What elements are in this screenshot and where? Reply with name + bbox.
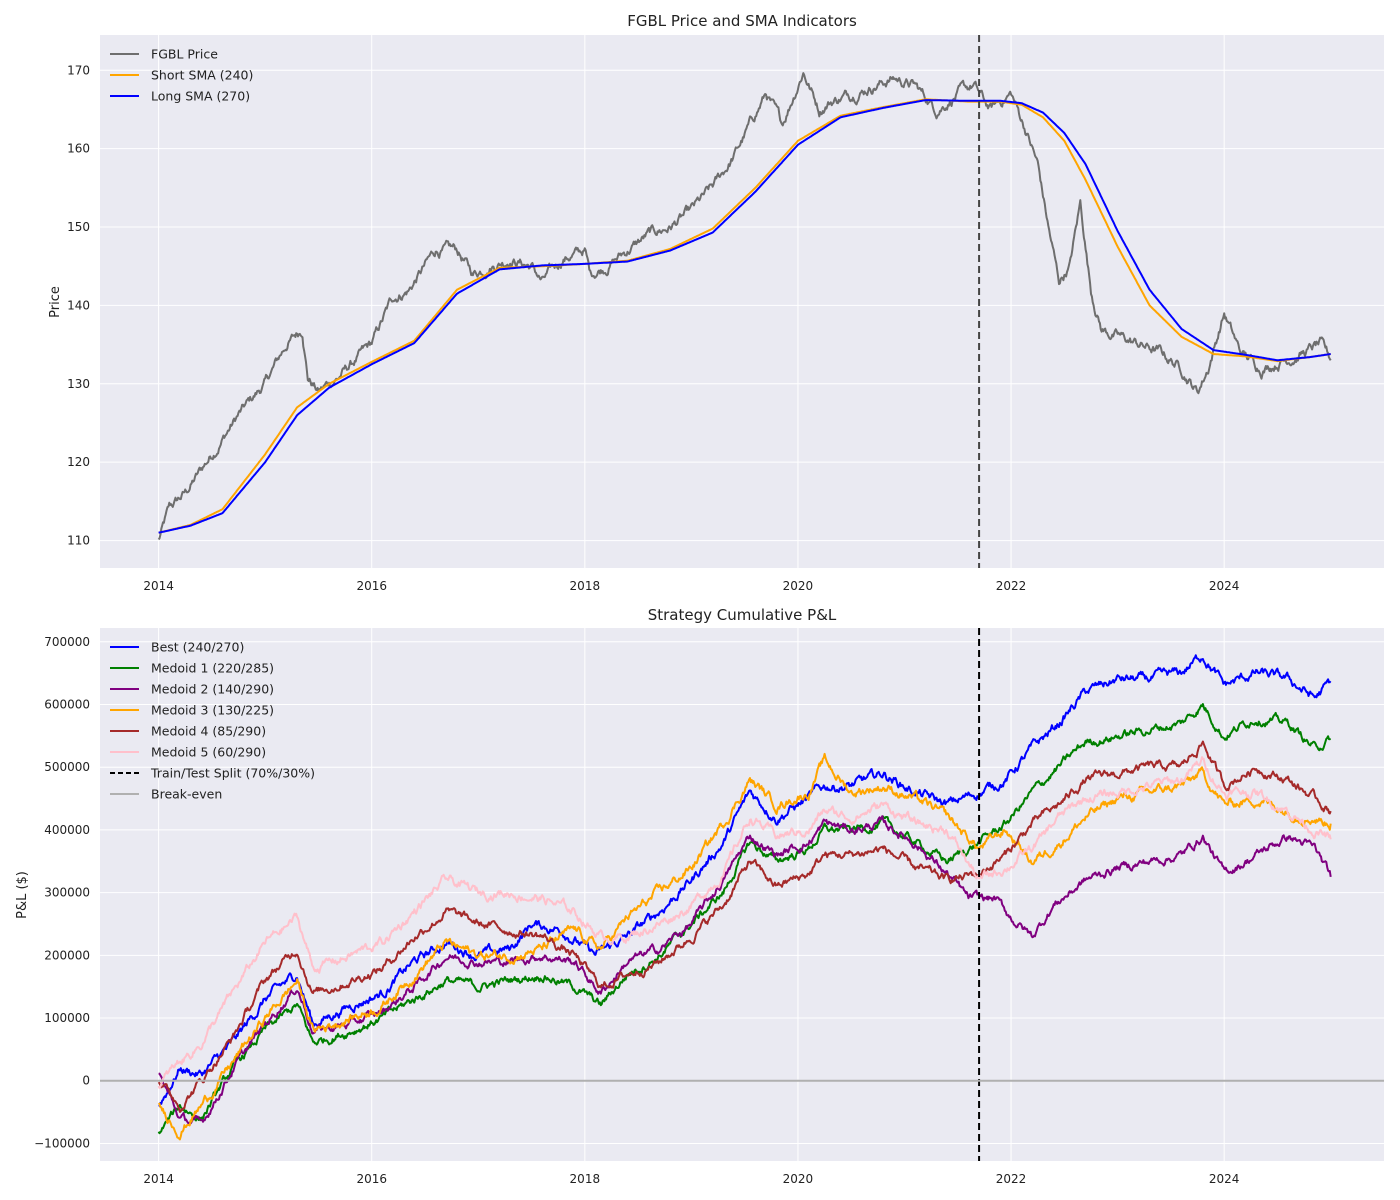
- price-lines: [157, 35, 1332, 568]
- pnl-y-tick-label: 600000: [44, 698, 90, 712]
- pnl-y-ticks: −100000 0 100000 200000 300000 400000 500000 60…: [34, 635, 90, 1151]
- price-y-tick-label: 110: [67, 534, 90, 548]
- pnl-y-tick-label: 200000: [44, 948, 90, 962]
- legend-label-fgbl-price: FGBL Price: [151, 47, 218, 62]
- series-line-medoid-5-60-290: [157, 756, 1332, 1089]
- series-line-best-240-270: [158, 654, 1332, 1108]
- price-y-tick-label: 120: [67, 455, 90, 469]
- pnl-y-tick-label: 100000: [44, 1011, 90, 1025]
- pnl-y-tick-label: 500000: [44, 760, 90, 774]
- price-x-tick-label: 2022: [996, 579, 1027, 593]
- pnl-x-tick-label: 2022: [996, 1172, 1027, 1186]
- pnl-y-tick-label: −100000: [34, 1136, 90, 1150]
- series-line-medoid-3-130-225: [157, 752, 1332, 1141]
- series-line-medoid-2-140-290: [158, 815, 1332, 1125]
- pnl-x-tick-label: 2020: [783, 1172, 814, 1186]
- legend-label-short-sma-240: Short SMA (240): [151, 68, 253, 83]
- pnl-plot-area: [100, 628, 1384, 1161]
- pnl-x-tick-label: 2024: [1209, 1172, 1240, 1186]
- series-line-long-sma-270: [158, 99, 1331, 534]
- pnl-y-tick-label: 400000: [44, 823, 90, 837]
- price-y-tick-label: 130: [67, 377, 90, 391]
- price-chart: FGBL Price and SMA Indicators 2014 2016 20…: [48, 12, 1384, 593]
- legend-label-medoid-4-85-290: Medoid 4 (85/290): [151, 724, 266, 739]
- legend-label-medoid-3-130-225: Medoid 3 (130/225): [151, 703, 274, 718]
- series-line-short-sma-240: [158, 98, 1331, 534]
- pnl-y-tick-label: 700000: [44, 635, 90, 649]
- legend-label-long-sma-270: Long SMA (270): [151, 89, 250, 104]
- legend-label-break-even: Break-even: [151, 787, 222, 802]
- price-chart-title: FGBL Price and SMA Indicators: [627, 12, 857, 30]
- pnl-grid: [100, 628, 1384, 1161]
- price-y-axis-label: Price: [48, 286, 63, 318]
- price-y-tick-label: 170: [67, 63, 90, 77]
- pnl-x-ticks: 2014 2016 2018 2020 2022 2024: [143, 1172, 1239, 1186]
- pnl-y-tick-label: 300000: [44, 886, 90, 900]
- series-line-fgbl-price: [157, 72, 1332, 541]
- price-x-tick-label: 2024: [1209, 579, 1240, 593]
- pnl-x-tick-label: 2016: [356, 1172, 387, 1186]
- legend-label-train-test-split-70-30: Train/Test Split (70%/30%): [150, 766, 315, 781]
- price-y-tick-label: 160: [67, 142, 90, 156]
- pnl-x-tick-label: 2014: [143, 1172, 174, 1186]
- legend-label-medoid-2-140-290: Medoid 2 (140/290): [151, 682, 274, 697]
- pnl-x-tick-label: 2018: [570, 1172, 601, 1186]
- series-line-medoid-1-220-285: [157, 703, 1331, 1135]
- price-grid: [100, 35, 1384, 568]
- price-x-tick-label: 2016: [356, 579, 387, 593]
- price-y-tick-label: 150: [67, 220, 90, 234]
- pnl-y-tick-label: 0: [82, 1074, 90, 1088]
- pnl-chart: Strategy Cumulative P&L 2014 2016 2018 2020…: [15, 606, 1384, 1186]
- legend-label-medoid-5-60-290: Medoid 5 (60/290): [151, 745, 266, 760]
- price-x-tick-label: 2014: [143, 579, 174, 593]
- pnl-chart-title: Strategy Cumulative P&L: [648, 606, 837, 624]
- pnl-legend: Best (240/270) Medoid 1 (220/285) Medoid 2…: [110, 640, 315, 802]
- price-y-ticks: 110 120 130 140 150 160 170: [67, 63, 90, 547]
- price-x-tick-label: 2018: [570, 579, 601, 593]
- legend-label-medoid-1-220-285: Medoid 1 (220/285): [151, 661, 274, 676]
- series-line-medoid-4-85-290: [157, 740, 1332, 1113]
- price-x-tick-label: 2020: [783, 579, 814, 593]
- price-legend: FGBL Price Short SMA (240) Long SMA (270): [110, 47, 253, 104]
- price-y-tick-label: 140: [67, 298, 90, 312]
- pnl-y-axis-label: P&L ($): [15, 871, 30, 919]
- pnl-lines: [100, 628, 1384, 1161]
- price-x-ticks: 2014 2016 2018 2020 2022 2024: [143, 579, 1239, 593]
- price-plot-area: [100, 35, 1384, 568]
- legend-label-best-240-270: Best (240/270): [151, 640, 244, 655]
